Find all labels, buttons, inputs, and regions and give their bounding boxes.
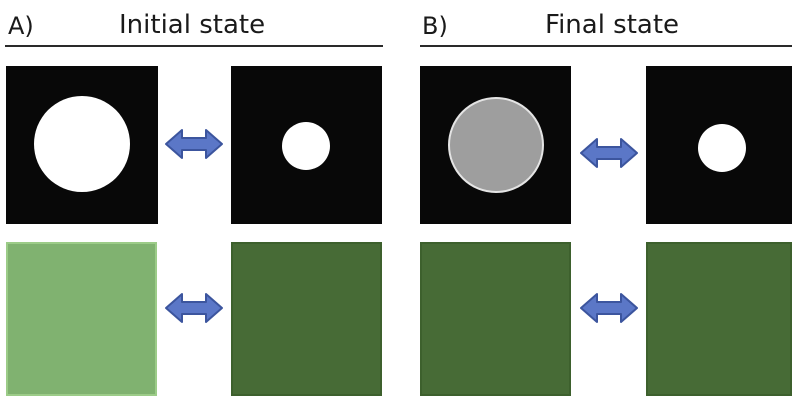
panel-a-top-left-tile [6, 66, 158, 224]
panel-b-label: B) [422, 12, 448, 40]
panel-b-title: Final state [545, 10, 680, 40]
panel-a-label: A) [8, 12, 34, 40]
panel-b-title-rule [420, 45, 792, 47]
panel-a-top-right-tile [231, 66, 382, 224]
large-gray-circle [448, 97, 544, 193]
small-white-circle [698, 124, 746, 172]
panel-b-bottom-left-green-tile [420, 242, 571, 396]
panel-a-title-rule [5, 45, 383, 47]
small-white-circle [282, 122, 330, 170]
double-arrow-icon [580, 293, 638, 323]
large-white-circle [34, 96, 130, 192]
panel-a-title: Initial state [119, 10, 266, 40]
panel-a-bottom-left-green-tile [6, 242, 157, 396]
double-arrow-icon [165, 129, 223, 159]
panel-a-bottom-right-green-tile [231, 242, 382, 396]
panel-b-top-left-tile [420, 66, 571, 224]
double-arrow-icon [165, 293, 223, 323]
double-arrow-icon [580, 138, 638, 168]
panel-b-bottom-right-green-tile [646, 242, 792, 396]
panel-b-top-right-tile [646, 66, 792, 224]
